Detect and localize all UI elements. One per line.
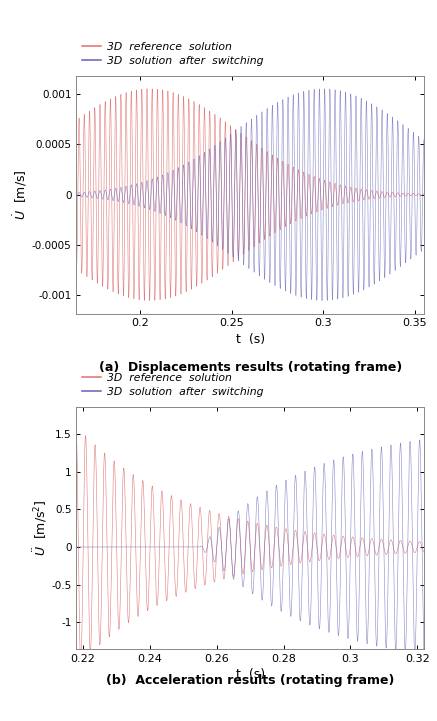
X-axis label: t  (s): t (s) — [236, 332, 265, 345]
Y-axis label: $\ddot{U}$  [m/s$^2$]: $\ddot{U}$ [m/s$^2$] — [31, 500, 49, 557]
X-axis label: t  (s): t (s) — [236, 668, 265, 681]
Text: (a)  Displacements results (rotating frame): (a) Displacements results (rotating fram… — [99, 360, 402, 373]
Legend: 3D  reference  solution, 3D  solution  after  switching: 3D reference solution, 3D solution after… — [82, 42, 264, 66]
Y-axis label: $\dot{U}$  [m/s]: $\dot{U}$ [m/s] — [11, 169, 29, 220]
Text: (b)  Acceleration results (rotating frame): (b) Acceleration results (rotating frame… — [106, 674, 394, 687]
Legend: 3D  reference  solution, 3D  solution  after  switching: 3D reference solution, 3D solution after… — [82, 373, 264, 397]
